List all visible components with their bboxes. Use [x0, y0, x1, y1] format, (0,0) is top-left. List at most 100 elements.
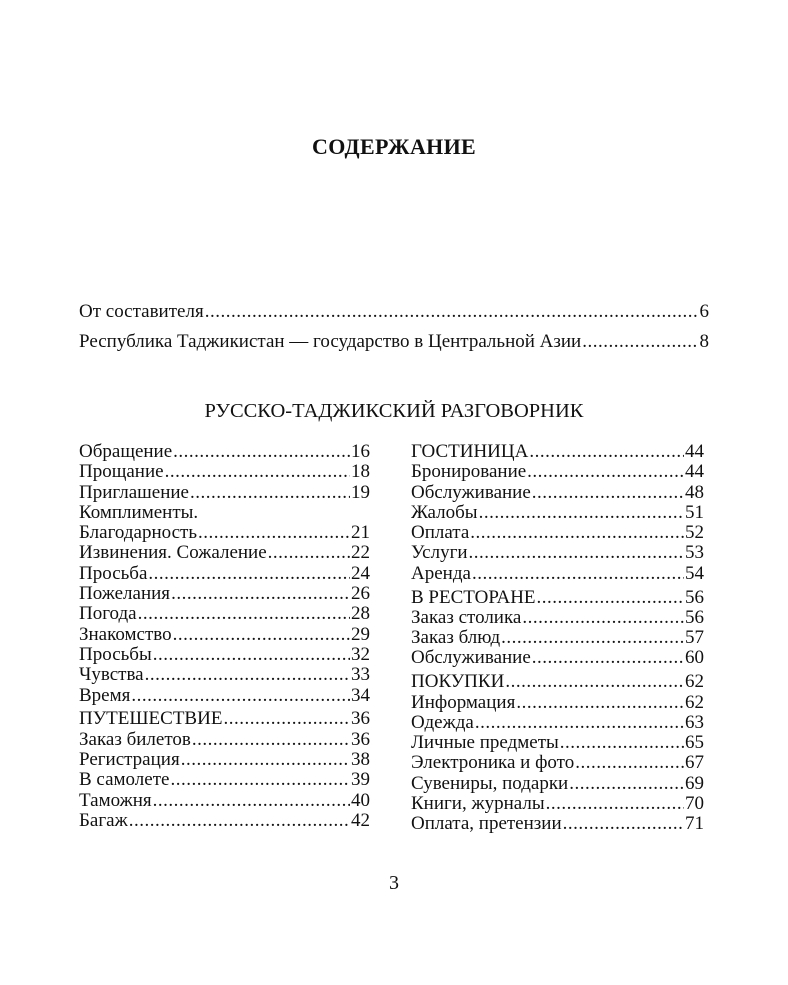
toc-entry: Пожелания 26: [79, 583, 370, 605]
toc-entry: Заказ столика 56: [411, 606, 704, 628]
dot-leader: [532, 648, 684, 668]
toc-entry-title: ПУТЕШЕСТВИЕ: [79, 708, 223, 730]
toc-entry-title: Обслуживание: [411, 647, 531, 669]
dot-leader: [505, 672, 684, 692]
toc-entry-page: 69: [685, 772, 704, 794]
toc-entry: Время 34: [79, 684, 370, 706]
toc-entry-page: 56: [685, 586, 704, 608]
dot-leader: [131, 686, 350, 706]
toc-entry-title: Просьбы: [79, 643, 152, 665]
toc-entry-page: 57: [685, 627, 704, 649]
toc-entry-title: Бронирование: [411, 461, 527, 483]
toc-entry-page: 34: [351, 684, 370, 706]
toc-entry-page: 33: [351, 664, 370, 686]
toc-entry: Чувства 33: [79, 664, 370, 686]
toc-entry-page: 44: [685, 461, 704, 483]
toc-entry-title: Книги, журналы: [411, 793, 545, 815]
toc-entry-page: 56: [685, 606, 704, 628]
toc-entry-title: Личные предметы: [411, 732, 559, 754]
toc-entry-page: 48: [685, 481, 704, 503]
toc-entry-page: 26: [351, 583, 370, 605]
toc-entry-title: Заказ столика: [411, 606, 522, 628]
toc-entry: Обращение 16: [79, 441, 370, 462]
toc-entry: ГОСТИНИЦА 44: [411, 441, 704, 462]
toc-entry-title: В РЕСТОРАНЕ: [411, 586, 536, 608]
toc-entry-page: 32: [351, 643, 370, 665]
dot-leader: [173, 625, 350, 645]
toc-entry-title: Услуги: [411, 542, 468, 564]
toc-group: ГОСТИНИЦА44Бронирование44Обслуживание48Ж…: [411, 441, 704, 584]
toc-entry: Благодарность 21: [79, 522, 370, 544]
toc-entry-page: 44: [685, 441, 704, 462]
toc-entry-title: Оплата: [411, 522, 470, 544]
toc-entry-page: 22: [351, 542, 370, 564]
toc-entry-page: 63: [685, 711, 704, 733]
section-title: РУССКО-ТАДЖИКСКИЙ РАЗГОВОРНИК: [204, 400, 584, 422]
toc-entry: От составителя 6: [79, 297, 709, 327]
dot-leader: [563, 814, 684, 834]
dot-leader: [223, 709, 350, 729]
dot-leader: [479, 503, 684, 523]
dot-leader: [546, 794, 684, 814]
toc-entry: ПУТЕШЕСТВИЕ 36: [79, 708, 370, 730]
dot-leader: [560, 733, 684, 753]
toc-entry-page: 42: [351, 809, 370, 831]
toc-entry: Регистрация 38: [79, 748, 370, 770]
dot-leader: [153, 791, 350, 811]
toc-entry-title: Электроника и фото: [411, 752, 575, 774]
toc-entry-page: 51: [685, 501, 704, 523]
toc-entry: Аренда 54: [411, 562, 704, 584]
dot-leader: [501, 628, 684, 648]
toc-entry: Личные предметы 65: [411, 732, 704, 754]
toc-entry: Жалобы 51: [411, 501, 704, 523]
toc-entry: В самолете 39: [79, 769, 370, 791]
dot-leader: [173, 442, 350, 462]
front-matter: От составителя 6 Республика Таджикистан — …: [79, 297, 709, 357]
dot-leader: [472, 564, 684, 584]
toc-entry-page: 40: [351, 789, 370, 811]
dot-leader: [582, 327, 698, 357]
toc-entry-title: Багаж: [79, 809, 128, 831]
dot-leader: [537, 588, 684, 608]
dot-leader: [268, 543, 350, 563]
toc-entry-title: Пожелания: [79, 583, 171, 605]
toc-left-column: Обращение 16 Прощание 18 Приглашение 19 Компли…: [79, 441, 370, 835]
page-number: 3: [389, 872, 399, 894]
toc-entry: Обслуживание 60: [411, 647, 704, 669]
toc-entry-title: От составителя: [79, 301, 204, 322]
toc-entry: Прощание 18: [79, 461, 370, 483]
toc-entry-page: 53: [685, 542, 704, 564]
toc-entry-page: 62: [685, 691, 704, 713]
toc-entry-page: 18: [351, 461, 370, 483]
toc-entry-page: 28: [351, 603, 370, 625]
dot-leader: [153, 645, 350, 665]
toc-group: ПОКУПКИ62Информация62Одежда63Личные пред…: [411, 671, 704, 835]
dot-leader: [145, 665, 350, 685]
toc-entry: Республика Таджикистан — государство в Ц…: [79, 327, 709, 357]
toc-entry-page: 67: [685, 752, 704, 774]
toc-entry-page: 36: [351, 708, 370, 730]
toc-entry: Обслуживание 48: [411, 481, 704, 503]
toc-entry: Оплата, претензии 71: [411, 814, 704, 835]
dot-leader: [129, 811, 350, 831]
toc-entry-title: Обращение: [79, 441, 173, 462]
toc-entry-page: 21: [351, 522, 370, 544]
toc-entry: Книги, журналы 70: [411, 793, 704, 815]
dot-leader: [529, 442, 684, 462]
toc-entry: Погода 28: [79, 603, 370, 625]
toc-entry-page: 54: [685, 562, 704, 584]
toc-entry-title: Регистрация: [79, 748, 180, 770]
toc-entry-page: 8: [699, 331, 710, 352]
toc-entry-page: 19: [351, 481, 370, 503]
toc-entry-page: 62: [685, 671, 704, 693]
toc-entry: Услуги 53: [411, 542, 704, 564]
dot-leader: [170, 770, 350, 790]
toc-entry-title: Таможня: [79, 789, 152, 811]
toc-entry: Оплата 52: [411, 522, 704, 544]
toc-entry-title: Время: [79, 684, 131, 706]
toc-entry: Сувениры, подарки 69: [411, 772, 704, 794]
toc-group: Обращение 16 Прощание 18 Приглашение 19 Компли…: [79, 441, 370, 706]
toc-entry: Бронирование 44: [411, 461, 704, 483]
toc-entry-page: 39: [351, 769, 370, 791]
dot-leader: [527, 462, 684, 482]
